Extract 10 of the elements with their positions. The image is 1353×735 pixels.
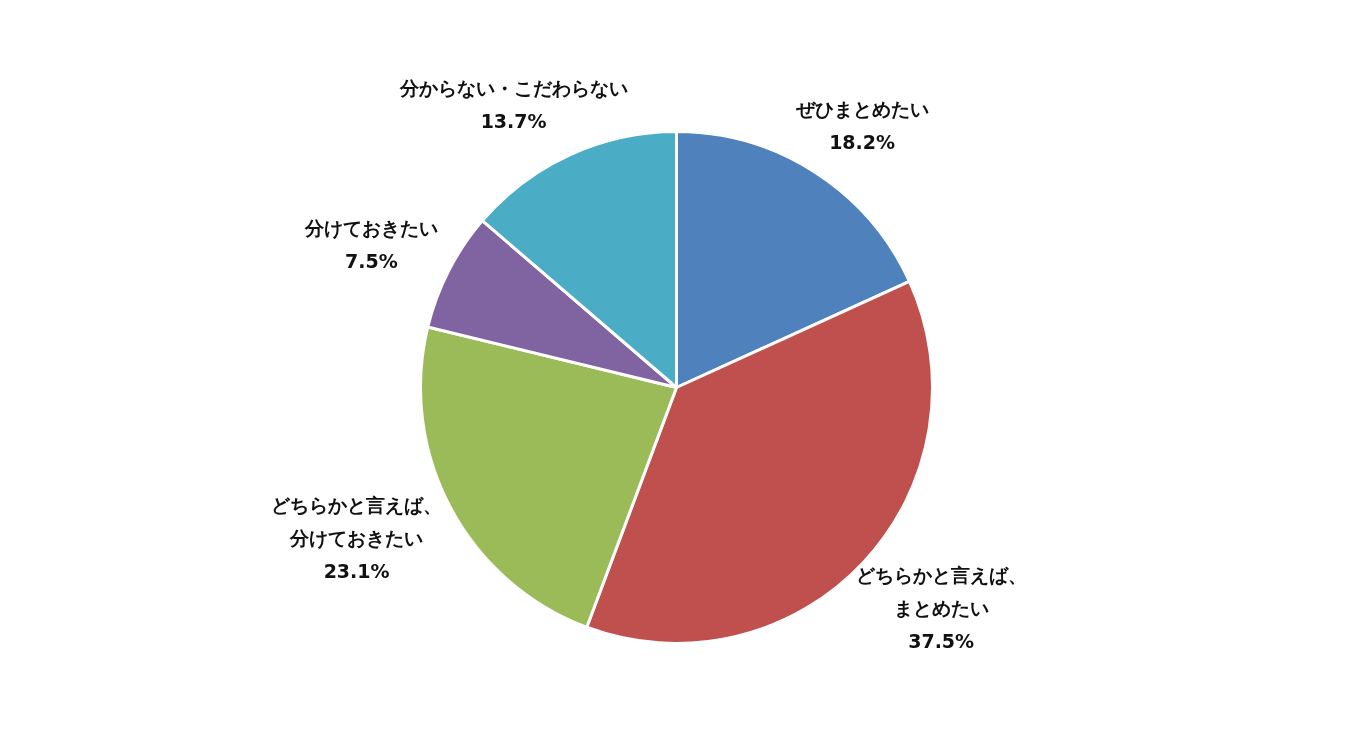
slice-label: 分からない・こだわらない — [398, 76, 628, 99]
data-label: 18.2% — [829, 130, 896, 153]
slice-label: ぜひまとめたい — [794, 97, 929, 120]
slice-label: どちらかと言えば、分けておきたい — [271, 493, 443, 549]
data-label: 23.1% — [323, 559, 390, 582]
data-label: 37.5% — [908, 629, 975, 652]
slice-label: 分けておきたい — [303, 216, 438, 239]
slice-label: どちらかと言えば、まとめたい — [855, 563, 1027, 619]
data-label: 7.5% — [345, 249, 398, 272]
data-label: 13.7% — [480, 109, 547, 132]
